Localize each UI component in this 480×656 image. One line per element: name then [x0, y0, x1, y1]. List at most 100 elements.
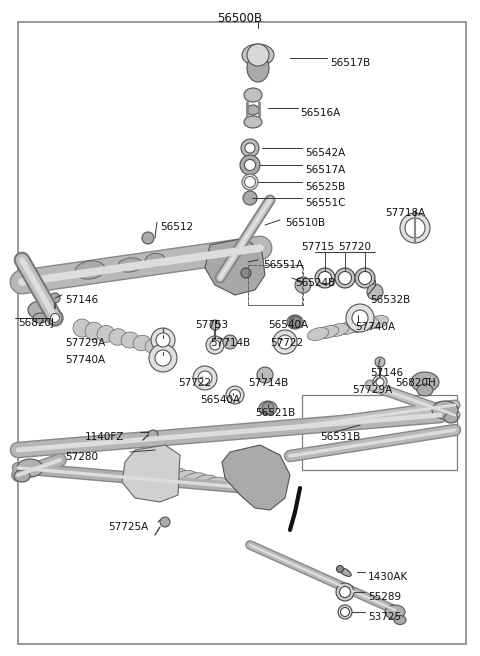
Ellipse shape	[193, 475, 217, 487]
Text: 56510B: 56510B	[285, 218, 325, 228]
Circle shape	[149, 344, 177, 372]
Ellipse shape	[145, 253, 165, 266]
Ellipse shape	[145, 338, 163, 354]
Ellipse shape	[73, 319, 91, 337]
Text: 56540A: 56540A	[200, 395, 240, 405]
Ellipse shape	[109, 329, 127, 345]
Ellipse shape	[247, 105, 259, 115]
Text: 56516A: 56516A	[300, 108, 340, 118]
Text: 57146: 57146	[370, 368, 403, 378]
Ellipse shape	[28, 301, 52, 319]
Circle shape	[210, 340, 220, 350]
Text: 56517B: 56517B	[330, 58, 370, 68]
Circle shape	[241, 139, 259, 157]
Circle shape	[355, 268, 375, 288]
Ellipse shape	[244, 116, 262, 128]
Circle shape	[244, 176, 255, 188]
Ellipse shape	[121, 332, 139, 348]
Ellipse shape	[97, 325, 115, 342]
Ellipse shape	[347, 319, 369, 333]
Circle shape	[315, 268, 335, 288]
Text: 57280: 57280	[65, 452, 98, 462]
Ellipse shape	[251, 469, 273, 487]
Ellipse shape	[337, 321, 359, 335]
Ellipse shape	[317, 325, 339, 338]
Circle shape	[367, 284, 383, 300]
Text: 57722: 57722	[178, 378, 211, 388]
Circle shape	[241, 268, 251, 278]
Circle shape	[229, 390, 240, 401]
Text: 57714B: 57714B	[210, 338, 250, 348]
Text: 56525B: 56525B	[305, 182, 345, 192]
Ellipse shape	[173, 470, 197, 483]
Circle shape	[352, 310, 368, 326]
Text: 56532B: 56532B	[370, 295, 410, 305]
Ellipse shape	[133, 335, 151, 351]
Ellipse shape	[357, 318, 379, 331]
Text: 56512: 56512	[160, 222, 193, 232]
Text: 57740A: 57740A	[65, 355, 105, 365]
Circle shape	[376, 378, 384, 386]
Ellipse shape	[133, 462, 157, 474]
Text: 56517A: 56517A	[305, 165, 345, 175]
Circle shape	[50, 293, 60, 303]
Circle shape	[244, 159, 255, 171]
Circle shape	[242, 174, 258, 190]
Ellipse shape	[417, 384, 433, 396]
Text: 56551A: 56551A	[263, 260, 303, 270]
Ellipse shape	[367, 316, 389, 329]
Text: 57725A: 57725A	[108, 522, 148, 532]
Ellipse shape	[17, 459, 43, 477]
Ellipse shape	[432, 401, 458, 419]
Circle shape	[336, 565, 344, 573]
Ellipse shape	[339, 567, 351, 577]
Circle shape	[155, 350, 171, 366]
Circle shape	[373, 375, 387, 389]
Text: 56521B: 56521B	[255, 408, 295, 418]
Ellipse shape	[394, 615, 406, 625]
Circle shape	[405, 218, 425, 238]
Ellipse shape	[307, 327, 329, 340]
Ellipse shape	[14, 470, 30, 482]
Circle shape	[210, 320, 220, 330]
Polygon shape	[222, 445, 290, 510]
Circle shape	[206, 336, 224, 354]
Circle shape	[340, 607, 349, 617]
Circle shape	[50, 314, 60, 323]
Ellipse shape	[33, 313, 47, 323]
Ellipse shape	[153, 466, 177, 479]
Circle shape	[262, 402, 274, 414]
Ellipse shape	[203, 477, 227, 489]
Ellipse shape	[143, 464, 167, 476]
Circle shape	[148, 430, 158, 440]
Ellipse shape	[242, 44, 274, 66]
Text: 56820H: 56820H	[395, 378, 436, 388]
Circle shape	[151, 328, 175, 352]
Ellipse shape	[255, 472, 269, 483]
Ellipse shape	[287, 315, 303, 329]
Polygon shape	[122, 445, 180, 502]
Circle shape	[346, 304, 374, 332]
Circle shape	[278, 335, 292, 349]
Text: 57718A: 57718A	[385, 208, 425, 218]
Text: 57720: 57720	[338, 242, 372, 252]
Circle shape	[193, 366, 217, 390]
Text: 57146: 57146	[65, 295, 98, 305]
Text: 56531B: 56531B	[320, 432, 360, 442]
Circle shape	[47, 310, 63, 326]
Circle shape	[156, 333, 170, 347]
Circle shape	[335, 268, 355, 288]
Circle shape	[223, 335, 237, 349]
Polygon shape	[205, 238, 265, 295]
Circle shape	[319, 272, 332, 285]
Text: 56542A: 56542A	[305, 148, 345, 158]
Ellipse shape	[85, 322, 103, 340]
Text: 56524B: 56524B	[295, 278, 335, 288]
Text: 57729A: 57729A	[65, 338, 105, 348]
Ellipse shape	[444, 413, 458, 423]
Circle shape	[359, 272, 372, 285]
Ellipse shape	[327, 323, 349, 337]
Ellipse shape	[183, 473, 207, 485]
Text: 55289: 55289	[368, 592, 401, 602]
Circle shape	[142, 232, 154, 244]
